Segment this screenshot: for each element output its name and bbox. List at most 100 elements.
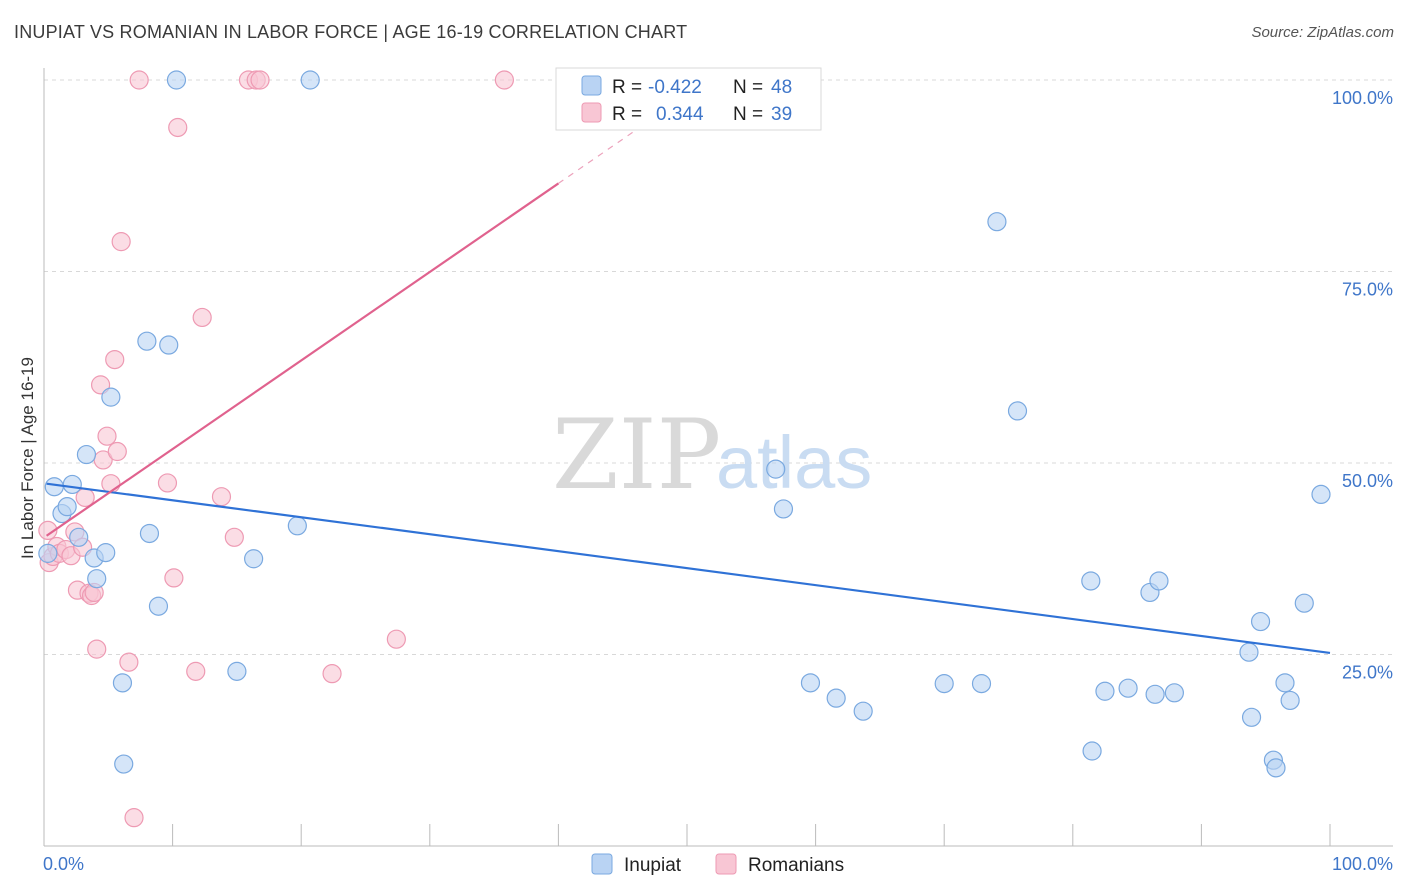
watermark: ZIP atlas bbox=[552, 399, 872, 511]
legend-n-label-romanian: N = bbox=[733, 104, 763, 125]
romanian-point-14 bbox=[87, 639, 107, 659]
x-tick-label-min: 0.0% bbox=[43, 854, 84, 874]
series-legend-swatch-romanian bbox=[715, 853, 737, 875]
legend-n-label-inupiat: N = bbox=[733, 77, 763, 98]
inupiat-point-39 bbox=[1239, 642, 1259, 662]
romanian-point-30 bbox=[211, 487, 232, 507]
series-legend-label-inupiat: Inupiat bbox=[624, 855, 682, 876]
inupiat-points bbox=[38, 70, 1331, 778]
inupiat-point-25 bbox=[826, 688, 846, 708]
inupiat-point-30 bbox=[1007, 401, 1028, 421]
romanian-point-28 bbox=[186, 661, 206, 681]
romanian-point-0 bbox=[38, 520, 58, 541]
legend-n-value-inupiat: 48 bbox=[771, 77, 792, 98]
series-legend: Inupiat Romanians bbox=[591, 853, 844, 876]
romanian-point-34 bbox=[250, 70, 270, 90]
legend-n-value-romanian: 39 bbox=[771, 104, 792, 125]
inupiat-point-11 bbox=[112, 673, 133, 693]
stats-legend: R = -0.422 N = 48 R = 0.344 N = 39 bbox=[555, 67, 822, 131]
inupiat-point-9 bbox=[96, 543, 116, 563]
romanian-point-21 bbox=[111, 232, 131, 252]
watermark-atlas: atlas bbox=[716, 421, 872, 504]
romanian-point-27 bbox=[168, 117, 188, 138]
y-axis-label: In Labor Force | Age 16-19 bbox=[18, 357, 37, 559]
inupiat-point-23 bbox=[773, 499, 794, 519]
inupiat-point-27 bbox=[934, 674, 954, 694]
inupiat-point-1 bbox=[44, 477, 64, 497]
inupiat-point-26 bbox=[853, 701, 873, 721]
source-credit: Source: ZipAtlas.com bbox=[1251, 24, 1394, 41]
legend-r-value-inupiat: -0.422 bbox=[648, 77, 702, 98]
romanian-point-24 bbox=[129, 70, 149, 90]
inupiat-point-36 bbox=[1145, 684, 1165, 704]
inupiat-point-45 bbox=[1280, 690, 1300, 711]
legend-r-label-inupiat: R = bbox=[612, 77, 642, 98]
inupiat-point-15 bbox=[148, 596, 169, 616]
inupiat-point-41 bbox=[1250, 611, 1271, 632]
inupiat-point-21 bbox=[300, 70, 320, 90]
inupiat-point-28 bbox=[971, 674, 992, 694]
romanian-trend-line bbox=[45, 182, 560, 537]
romanian-point-36 bbox=[386, 629, 406, 649]
romanian-point-22 bbox=[119, 652, 139, 672]
legend-r-value-romanian: 0.344 bbox=[656, 104, 704, 125]
x-tick-label-max: 100.0% bbox=[1332, 854, 1393, 874]
legend-swatch-romanian bbox=[581, 102, 602, 123]
inupiat-point-20 bbox=[287, 516, 307, 536]
y-tick-label-50: 50.0% bbox=[1342, 471, 1393, 491]
inupiat-point-29 bbox=[987, 212, 1007, 232]
inupiat-point-8 bbox=[87, 569, 107, 589]
romanian-point-19 bbox=[105, 349, 125, 370]
inupiat-point-5 bbox=[69, 527, 89, 547]
inupiat-point-40 bbox=[1241, 707, 1262, 727]
inupiat-point-47 bbox=[1311, 484, 1331, 505]
inupiat-point-31 bbox=[1081, 571, 1101, 591]
inupiat-point-6 bbox=[76, 444, 97, 465]
inupiat-point-16 bbox=[159, 335, 179, 355]
inupiat-point-44 bbox=[1275, 673, 1295, 693]
inupiat-point-34 bbox=[1118, 678, 1138, 698]
inupiat-point-33 bbox=[1095, 681, 1115, 701]
inupiat-point-4 bbox=[62, 474, 82, 495]
romanian-point-25 bbox=[157, 473, 178, 493]
y-tick-label-100: 100.0% bbox=[1332, 88, 1393, 108]
series-legend-swatch-inupiat bbox=[591, 853, 613, 875]
inupiat-trend-line bbox=[46, 482, 1331, 655]
legend-swatch-inupiat bbox=[581, 75, 602, 96]
inupiat-point-19 bbox=[244, 549, 264, 569]
romanian-point-23 bbox=[124, 808, 144, 828]
watermark-zip: ZIP bbox=[552, 399, 721, 511]
romanian-point-26 bbox=[164, 568, 184, 588]
romanian-point-17 bbox=[97, 426, 117, 446]
legend-r-label-romanian: R = bbox=[612, 104, 642, 125]
romanian-trend-extension bbox=[558, 85, 701, 184]
romanian-point-31 bbox=[224, 527, 244, 547]
inupiat-point-0 bbox=[38, 543, 58, 563]
inupiat-point-3 bbox=[57, 497, 77, 517]
inupiat-point-43 bbox=[1266, 758, 1286, 778]
y-tick-label-25: 25.0% bbox=[1342, 663, 1393, 683]
inupiat-point-22 bbox=[766, 459, 786, 479]
inupiat-point-12 bbox=[114, 754, 134, 774]
inupiat-point-38 bbox=[1164, 683, 1184, 703]
inupiat-point-32 bbox=[1082, 741, 1102, 761]
chart-title: INUPIAT VS ROMANIAN IN LABOR FORCE | AGE… bbox=[14, 22, 688, 42]
y-tick-labels: 25.0% 50.0% 75.0% 100.0% bbox=[1332, 88, 1393, 683]
trend-lines bbox=[45, 85, 1331, 655]
romanian-point-20 bbox=[107, 441, 127, 462]
inupiat-point-46 bbox=[1294, 593, 1314, 613]
inupiat-point-18 bbox=[227, 661, 247, 681]
romanian-point-15 bbox=[90, 375, 111, 395]
inupiat-point-37 bbox=[1149, 571, 1169, 591]
x-tick-labels: 0.0% 100.0% bbox=[43, 854, 1393, 874]
inupiat-point-13 bbox=[137, 331, 157, 351]
axes bbox=[43, 68, 1393, 847]
inupiat-point-24 bbox=[800, 673, 821, 693]
y-tick-label-75: 75.0% bbox=[1342, 280, 1393, 300]
inupiat-point-10 bbox=[101, 387, 121, 407]
romanian-point-18 bbox=[101, 474, 121, 494]
grid-lines bbox=[44, 79, 1393, 655]
inupiat-point-14 bbox=[139, 523, 160, 544]
series-legend-label-romanian: Romanians bbox=[748, 855, 844, 876]
